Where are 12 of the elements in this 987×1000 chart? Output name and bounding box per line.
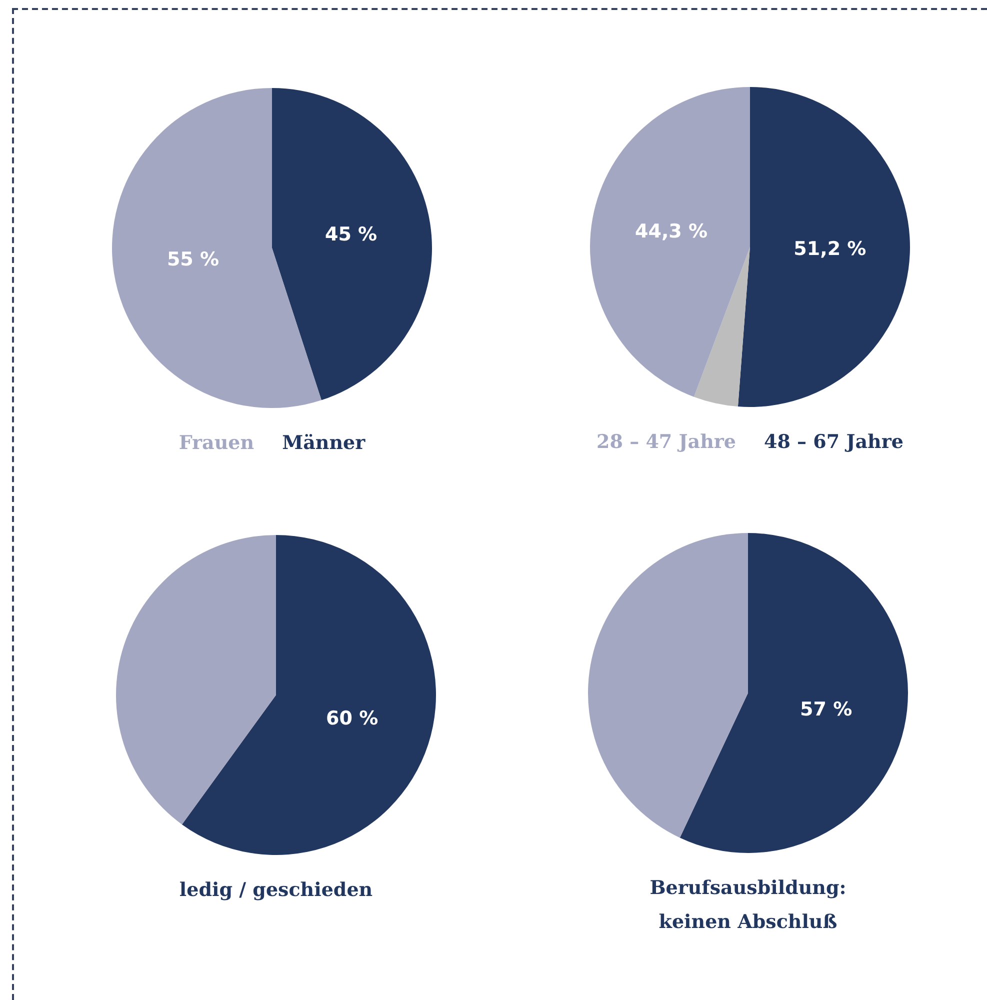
data-label: 55 % [166,248,220,270]
slice-label: Männer [282,431,366,456]
slice-label: 48 – 67 Jahre [764,430,904,455]
slice-label: Berufsausbildung: keinen Abschluß [648,876,848,935]
data-label: 51,2 % [794,238,866,260]
data-label: 45 % [324,223,378,246]
data-label: 60 % [326,708,378,730]
slice-label: Frauen [178,431,254,456]
data-label: 57 % [800,698,852,720]
slice-label: 28 – 47 Jahre [596,430,736,455]
data-label: 44,3 % [635,220,708,243]
slice-label: ledig / geschieden [179,878,373,903]
